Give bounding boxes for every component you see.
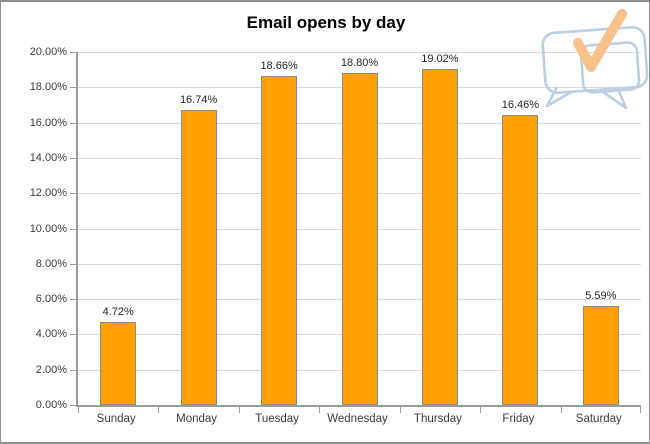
x-tick-mark — [480, 407, 482, 413]
x-tick-mark — [319, 407, 321, 413]
gridline — [78, 52, 641, 53]
bar-friday — [502, 114, 539, 405]
x-axis-label: Monday — [176, 413, 218, 425]
y-axis-label: 0.00% — [35, 399, 67, 411]
chart-title: Email opens by day — [246, 13, 406, 32]
bar-value-label: 18.80% — [340, 57, 379, 70]
y-tick-mark — [70, 299, 76, 301]
y-tick-mark — [70, 405, 76, 406]
check-icon — [573, 9, 627, 72]
x-axis-label: Saturday — [575, 413, 622, 425]
speech-bubbles-check-logo — [541, 9, 649, 110]
x-tick-mark — [399, 407, 401, 413]
y-axis-label: 4.00% — [35, 328, 67, 341]
x-axis-label: Wednesday — [327, 413, 388, 425]
bar-thursday — [421, 69, 458, 405]
x-tick-mark — [158, 407, 160, 413]
bar-value-label: 16.74% — [179, 93, 218, 106]
y-axis-labels: 0.00% 2.00% 4.00% 6.00% 8.00% 10.00% 12.00% 14.… — [1, 46, 67, 411]
y-tick-mark — [70, 87, 76, 89]
bar-wednesday — [341, 73, 378, 405]
bar-value-label: 4.72% — [102, 305, 134, 318]
x-tick-mark — [560, 407, 562, 413]
bar-saturday — [582, 306, 619, 405]
y-axis-label: 16.00% — [29, 116, 67, 129]
y-tick-mark — [70, 157, 76, 159]
x-tick-mark — [78, 407, 79, 413]
y-axis-label: 10.00% — [29, 222, 67, 235]
plot-area: 4.72% 16.74% 18.66% 18.80% 19.02% 16.46% 5.59% — [70, 52, 641, 413]
y-tick-mark — [70, 369, 76, 371]
y-axis-label: 8.00% — [35, 257, 67, 270]
bar-value-label: 16.46% — [501, 98, 540, 111]
y-axis-label: 20.00% — [29, 46, 67, 58]
x-axis-label: Friday — [502, 413, 535, 425]
y-tick-mark — [70, 52, 76, 53]
y-tick-mark — [70, 263, 76, 265]
y-axis-label: 6.00% — [35, 293, 67, 306]
bar-value-label: 5.59% — [585, 290, 617, 303]
x-axis-labels: Sunday Monday Tuesday Wednesday Thursday Frid… — [76, 413, 639, 429]
x-axis-label: Tuesday — [255, 413, 299, 425]
bar-monday — [180, 109, 217, 405]
y-axis-label: 14.00% — [29, 151, 67, 164]
bar-value-label: 18.66% — [260, 59, 298, 72]
y-tick-mark — [70, 193, 76, 195]
y-axis-label: 2.00% — [35, 363, 67, 376]
bar-value-label: 19.02% — [421, 53, 459, 66]
y-tick-mark — [70, 334, 76, 336]
x-axis-label: Sunday — [96, 413, 136, 425]
x-tick-mark — [640, 407, 641, 413]
x-tick-mark — [238, 407, 240, 413]
y-axis-label: 18.00% — [29, 81, 67, 94]
y-tick-mark — [70, 122, 76, 124]
bar-tuesday — [261, 75, 298, 405]
y-axis-label: 12.00% — [29, 187, 67, 200]
bar-sunday — [100, 321, 137, 405]
y-tick-mark — [70, 228, 76, 230]
x-axis-label: Thursday — [413, 413, 462, 425]
speech-bubble-outline-large — [541, 26, 649, 108]
speech-bubble-outline-small — [579, 41, 641, 110]
